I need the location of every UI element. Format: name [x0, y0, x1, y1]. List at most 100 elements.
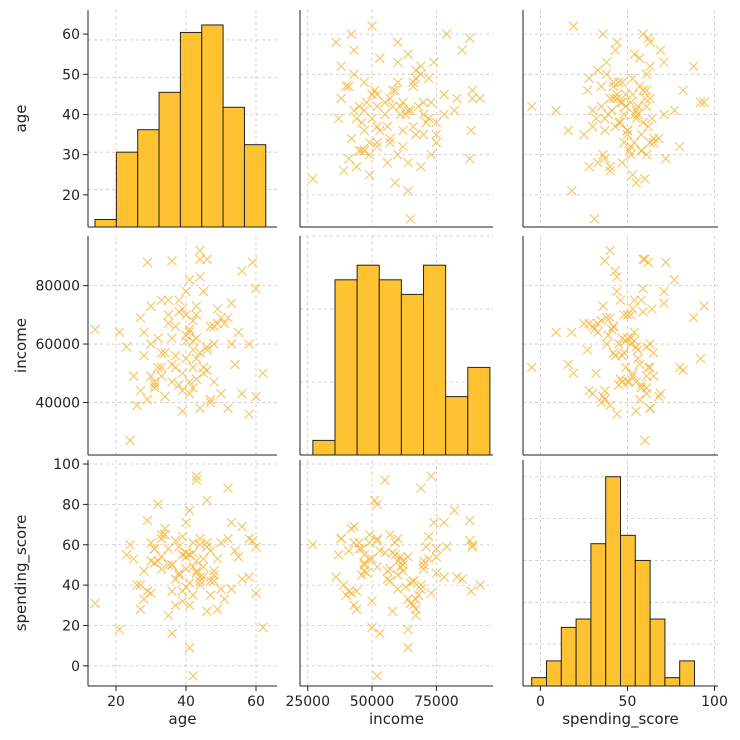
scatter-point	[631, 177, 642, 188]
scatter-point	[626, 339, 636, 349]
scatter-point	[343, 545, 354, 556]
histogram-bar-income	[400, 293, 425, 456]
scatter-point	[333, 549, 344, 560]
panel-spending_score-vs-age: 0 20 40 60 80 100 20 40 60	[53, 457, 277, 710]
scatter-point	[587, 321, 598, 332]
scatter-point	[223, 403, 233, 414]
scatter-point	[90, 324, 100, 335]
scatter-point	[619, 109, 629, 120]
scatter-point	[346, 588, 357, 599]
scatter-point	[135, 312, 146, 323]
scatter-point	[372, 562, 383, 572]
scatter-point	[226, 584, 237, 595]
scatter-point	[139, 350, 149, 361]
scatter-point	[372, 499, 383, 510]
y-tick-label: 40	[62, 578, 80, 594]
scatter-point	[351, 113, 362, 124]
scatter-point	[612, 409, 622, 420]
scatter-point	[699, 97, 709, 108]
scatter-point	[174, 541, 184, 552]
scatter-point	[195, 580, 205, 591]
scatter-point	[620, 362, 631, 373]
scatter-point	[598, 301, 609, 312]
scatter-point	[364, 537, 375, 548]
histogram-bar-income	[445, 396, 469, 456]
scatter-point	[354, 145, 365, 156]
scatter-point	[645, 339, 656, 349]
scatter-point	[636, 129, 647, 140]
scatter-point	[372, 535, 383, 546]
scatter-point	[156, 347, 167, 358]
scatter-point	[212, 318, 223, 329]
panel-age-vs-spending_score	[522, 10, 718, 228]
scatter-point	[610, 45, 621, 56]
histogram-bar-age	[158, 91, 181, 228]
scatter-point	[205, 321, 216, 332]
scatter-point	[551, 327, 562, 338]
scatter-point	[645, 362, 656, 373]
histogram-bar-spending_score	[575, 618, 592, 687]
scatter-point	[591, 368, 602, 379]
y-tick-label: 60000	[35, 337, 80, 353]
scatter-point	[237, 521, 247, 532]
scatter-point	[392, 77, 403, 88]
scatter-point	[582, 85, 593, 96]
scatter-point	[359, 560, 370, 570]
scatter-point	[135, 604, 146, 615]
scatter-point	[695, 97, 706, 108]
scatter-point	[441, 29, 452, 40]
scatter-point	[568, 368, 579, 379]
scatter-point	[367, 113, 377, 124]
scatter-point	[385, 529, 395, 540]
scatter-point	[230, 359, 240, 370]
scatter-point	[467, 541, 478, 552]
scatter-point	[629, 49, 640, 60]
scatter-point	[149, 543, 160, 554]
scatter-point	[198, 553, 209, 564]
scatter-point	[441, 541, 452, 552]
scatter-point	[591, 113, 602, 124]
scatter-point	[160, 391, 170, 402]
scatter-point	[374, 125, 385, 136]
scatter-point	[367, 622, 377, 633]
scatter-point	[364, 137, 375, 148]
scatter-point	[638, 306, 649, 317]
scatter-point	[216, 584, 226, 595]
scatter-point	[466, 125, 477, 136]
scatter-point	[563, 359, 574, 370]
scatter-point	[592, 318, 603, 329]
scatter-point	[408, 576, 419, 586]
scatter-point	[392, 149, 403, 160]
scatter-point	[587, 105, 598, 116]
histogram-bar-age	[94, 219, 117, 228]
scatter-point	[645, 37, 656, 48]
scatter-point	[599, 385, 610, 396]
scatter-point	[563, 125, 574, 136]
scatter-point	[613, 339, 624, 349]
scatter-point	[167, 628, 177, 639]
scatter-point	[403, 185, 414, 196]
scatter-point	[181, 353, 191, 364]
x-axis-label-spending_score: spending_score	[562, 710, 679, 729]
scatter-point	[613, 77, 624, 88]
x-tick-label: 20	[107, 694, 125, 710]
scatter-point	[599, 125, 610, 136]
histogram-bar-income	[312, 439, 336, 456]
scatter-point	[307, 539, 318, 550]
scatter-point	[452, 93, 462, 104]
scatter-point	[374, 545, 385, 556]
scatter-point	[601, 57, 612, 68]
scatter-point	[608, 321, 619, 332]
scatter-point	[177, 385, 188, 396]
scatter-point	[174, 570, 184, 580]
scatter-point	[598, 149, 609, 160]
scatter-point	[379, 97, 390, 108]
scatter-point	[331, 572, 341, 582]
scatter-point	[617, 157, 628, 168]
scatter-point	[251, 588, 261, 599]
scatter-point	[431, 568, 442, 578]
scatter-point	[184, 549, 195, 560]
scatter-point	[408, 81, 419, 92]
scatter-point	[170, 321, 181, 332]
